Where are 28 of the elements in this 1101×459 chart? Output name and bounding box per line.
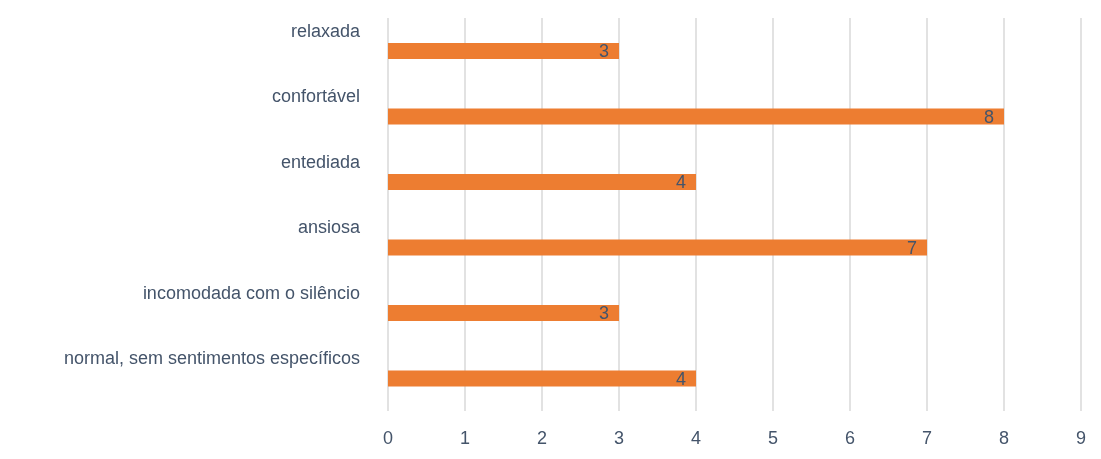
x-tick-label: 6 (844, 427, 856, 448)
y-tick-label: relaxada (290, 20, 361, 41)
x-tick-label: 2 (536, 427, 548, 448)
x-tick-label: 9 (1075, 427, 1087, 448)
bar (388, 239, 927, 256)
bar (388, 108, 1004, 125)
x-tick-label: 5 (767, 427, 779, 448)
bar (388, 370, 696, 387)
bar (388, 43, 619, 59)
y-tick-label: confortável (271, 86, 360, 107)
x-tick-label: 0 (382, 427, 394, 448)
y-tick-label: ansiosa (297, 217, 361, 238)
x-tick-label: 8 (998, 427, 1010, 448)
data-label: 8 (983, 106, 994, 127)
data-label: 4 (675, 172, 686, 193)
data-label: 3 (598, 303, 609, 324)
bar (388, 174, 696, 190)
x-tick-label: 4 (690, 427, 702, 448)
data-label: 3 (598, 41, 609, 62)
y-tick-label: entediada (280, 151, 361, 172)
y-tick-label: incomodada com o silêncio (142, 282, 360, 303)
data-label: 4 (675, 368, 686, 389)
data-label: 7 (906, 237, 917, 258)
bar (388, 305, 619, 321)
x-tick-label: 1 (459, 427, 471, 448)
x-tick-label: 3 (613, 427, 625, 448)
x-tick-label: 7 (921, 427, 933, 448)
y-tick-label: normal, sem sentimentos específicos (63, 348, 360, 369)
